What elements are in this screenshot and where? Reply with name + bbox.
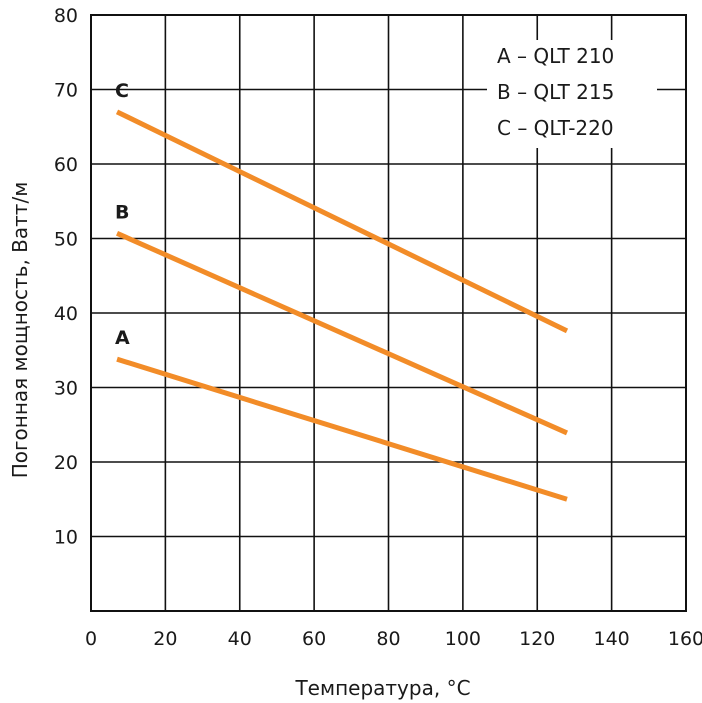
y-tick-label: 70 xyxy=(54,80,78,102)
x-tick-label: 120 xyxy=(519,628,555,650)
y-tick-label: 80 xyxy=(54,5,78,27)
series-labels: A B C xyxy=(115,80,130,349)
legend-entry-b: B – QLT 215 xyxy=(497,80,614,104)
y-tick-label: 40 xyxy=(54,303,78,325)
x-tick-label: 40 xyxy=(228,628,252,650)
x-tick-label: 140 xyxy=(593,628,629,650)
legend-entry-c: C – QLT-220 xyxy=(497,116,614,140)
series-line-c xyxy=(115,109,569,334)
x-tick-label: 0 xyxy=(85,628,97,650)
x-axis-title: Температура, °C xyxy=(294,676,470,700)
y-tick-label: 20 xyxy=(54,452,78,474)
x-tick-label: 160 xyxy=(668,628,702,650)
plot-frame xyxy=(90,14,687,612)
legend-entry-a: A – QLT 210 xyxy=(497,44,614,68)
x-tick-label: 60 xyxy=(302,628,326,650)
legend: A – QLT 210 B – QLT 215 C – QLT-220 xyxy=(487,40,657,148)
y-tick-label: 50 xyxy=(54,229,78,251)
y-axis-title: Погонная мощность, Ватт/м xyxy=(8,182,32,479)
x-tick-label: 80 xyxy=(376,628,400,650)
y-tick-label: 60 xyxy=(54,154,78,176)
series-label-c: C xyxy=(115,80,129,102)
y-tick-label: 30 xyxy=(54,378,78,400)
series-label-a: A xyxy=(115,327,130,349)
y-tick-label: 10 xyxy=(54,527,78,549)
series-lines xyxy=(115,109,569,502)
x-tick-label: 100 xyxy=(445,628,481,650)
series-line-a xyxy=(116,356,568,502)
series-line-b xyxy=(116,230,569,436)
series-label-b: B xyxy=(115,201,129,223)
x-tick-label: 20 xyxy=(153,628,177,650)
legend-box xyxy=(487,40,657,148)
tick-labels: 0 20 40 60 80 100 120 140 160 10 20 30 40 50 60 70 80 xyxy=(54,5,702,650)
